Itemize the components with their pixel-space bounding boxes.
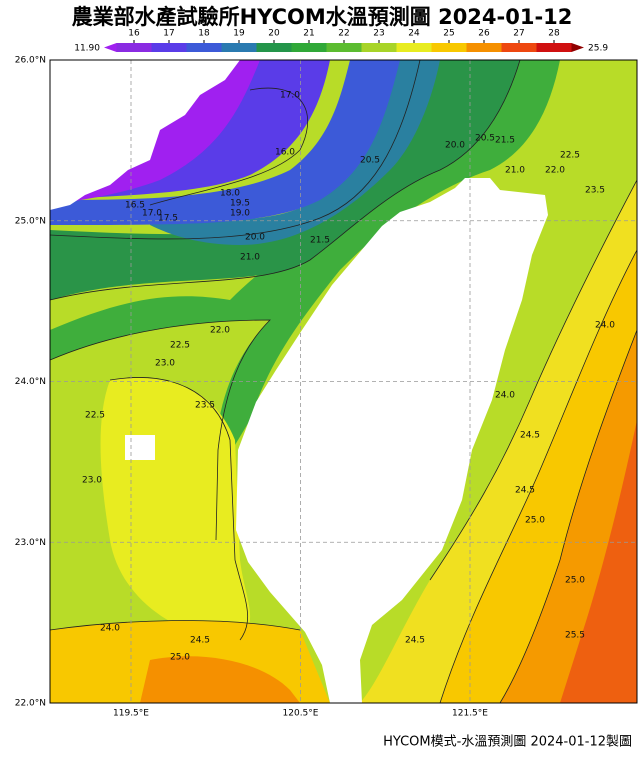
- colorbar-tick-label: 21: [303, 29, 314, 39]
- contour-label: 23.0: [82, 476, 102, 486]
- lat-label: 22.0°N: [15, 699, 46, 709]
- sea-darkgreen: [50, 60, 520, 300]
- colorbar-swatch: [256, 43, 292, 52]
- colorbar-max-arrow: [571, 43, 584, 52]
- colorbar-min-arrow: [104, 43, 117, 52]
- contour-label: 20.5: [475, 134, 495, 144]
- colorbar-tick-label: 16: [128, 29, 140, 39]
- lat-label: 23.0°N: [15, 538, 46, 548]
- contour-line: [429, 179, 637, 581]
- plot-frame: [49, 59, 638, 704]
- contour-label: 24.5: [520, 431, 540, 441]
- contour-label: 24.0: [495, 391, 515, 401]
- contour-label: 24.0: [595, 321, 615, 331]
- colorbar-swatch: [431, 43, 467, 52]
- sea-darkorange: [560, 420, 637, 703]
- colorbar-tick-label: 19: [233, 29, 245, 39]
- colorbar-swatch: [536, 43, 572, 52]
- contour-line: [50, 60, 521, 301]
- contour-label: 16.5: [125, 201, 145, 211]
- contour-label: 20.5: [360, 156, 380, 166]
- contour-label: 20.0: [245, 233, 265, 243]
- map-area: 17.016.016.517.017.518.019.519.020.021.0…: [50, 60, 637, 703]
- colorbar-max-label: 25.9: [588, 44, 608, 54]
- colorbar: 11.90 25.9 16 17 18 19 20 21 22 23 24 25 26 27 28: [74, 29, 608, 54]
- contour-label: 23.5: [585, 186, 605, 196]
- colorbar-min-label: 11.90: [74, 44, 100, 54]
- contour-line: [149, 87, 309, 206]
- lat-label: 24.0°N: [15, 377, 46, 387]
- contour-label: 18.0: [220, 189, 240, 199]
- contour-label: 19.5: [230, 199, 250, 209]
- colorbar-swatch: [396, 43, 432, 52]
- contour-label: 16.0: [275, 148, 295, 158]
- contour-label: 22.5: [85, 411, 105, 421]
- land-china: [50, 60, 240, 210]
- colorbar-tick-label: 25: [443, 29, 454, 39]
- colorbar-swatch: [186, 43, 222, 52]
- contour-line: [439, 249, 637, 703]
- colorbar-tick-label: 17: [163, 29, 174, 39]
- contour-label: 25.0: [525, 516, 545, 526]
- contour-label: 17.0: [142, 209, 162, 219]
- colorbar-tick-label: 24: [408, 29, 420, 39]
- land-penghu: [125, 435, 155, 460]
- colorbar-tick-label: 26: [478, 29, 490, 39]
- contour-label: 25.5: [565, 631, 585, 641]
- colorbar-tick-label: 18: [198, 29, 210, 39]
- colorbar-swatch: [221, 43, 257, 52]
- colorbar-swatch: [116, 43, 152, 52]
- title: 農業部水產試驗所HYCOM水溫預測圖 2024-01-12: [72, 5, 573, 29]
- lon-label: 119.5°E: [113, 709, 149, 719]
- contour-label: 24.5: [515, 486, 535, 496]
- footer: HYCOM模式-水溫預測圖 2024-01-12製圖: [383, 735, 632, 750]
- sea-teal: [150, 60, 440, 245]
- contour-line: [109, 377, 248, 641]
- colorbar-swatch: [361, 43, 397, 52]
- sea-orange-sw2: [140, 656, 300, 703]
- contour-label: 17.0: [280, 91, 300, 101]
- colorbar-swatch: [466, 43, 502, 52]
- contour-label: 24.0: [100, 624, 120, 634]
- contour-label: 24.5: [405, 636, 425, 646]
- lon-label: 120.5°E: [283, 709, 319, 719]
- contour-label: 22.0: [545, 166, 565, 176]
- contour-label: 19.0: [230, 209, 250, 219]
- contour-line: [50, 620, 301, 631]
- colorbar-swatch: [151, 43, 187, 52]
- contour-line: [50, 319, 271, 541]
- contour-label: 22.0: [210, 326, 230, 336]
- contour-label: 25.0: [565, 576, 585, 586]
- colorbar-swatch: [326, 43, 362, 52]
- colorbar-tick-label: 23: [373, 29, 384, 39]
- contour-label: 25.0: [170, 653, 190, 663]
- contour-label: 22.5: [560, 151, 580, 161]
- colorbar-swatch: [501, 43, 537, 52]
- contour-label: 22.5: [170, 341, 190, 351]
- land-taiwan: [236, 178, 548, 703]
- colorbar-swatch: [291, 43, 327, 52]
- contour-label: 24.5: [190, 636, 210, 646]
- lat-label: 26.0°N: [15, 56, 46, 66]
- colorbar-tick-label: 20: [268, 29, 280, 39]
- contour-label: 21.5: [495, 136, 515, 146]
- contour-label: 21.5: [310, 236, 330, 246]
- colorbar-tick-label: 27: [513, 29, 524, 39]
- contour-line: [499, 329, 637, 703]
- contour-label: 20.0: [445, 141, 465, 151]
- lat-label: 25.0°N: [15, 216, 46, 226]
- contour-label: 21.0: [240, 253, 260, 263]
- contour-label: 21.0: [505, 166, 525, 176]
- colorbar-tick-label: 28: [548, 29, 560, 39]
- contour-label: 17.5: [158, 214, 178, 224]
- colorbar-tick-label: 22: [338, 29, 349, 39]
- contour-label: 23.5: [195, 401, 215, 411]
- sea-blue: [50, 60, 400, 225]
- contour-label: 23.0: [155, 359, 175, 369]
- contour-line: [50, 60, 421, 240]
- lon-label: 121.5°E: [452, 709, 488, 719]
